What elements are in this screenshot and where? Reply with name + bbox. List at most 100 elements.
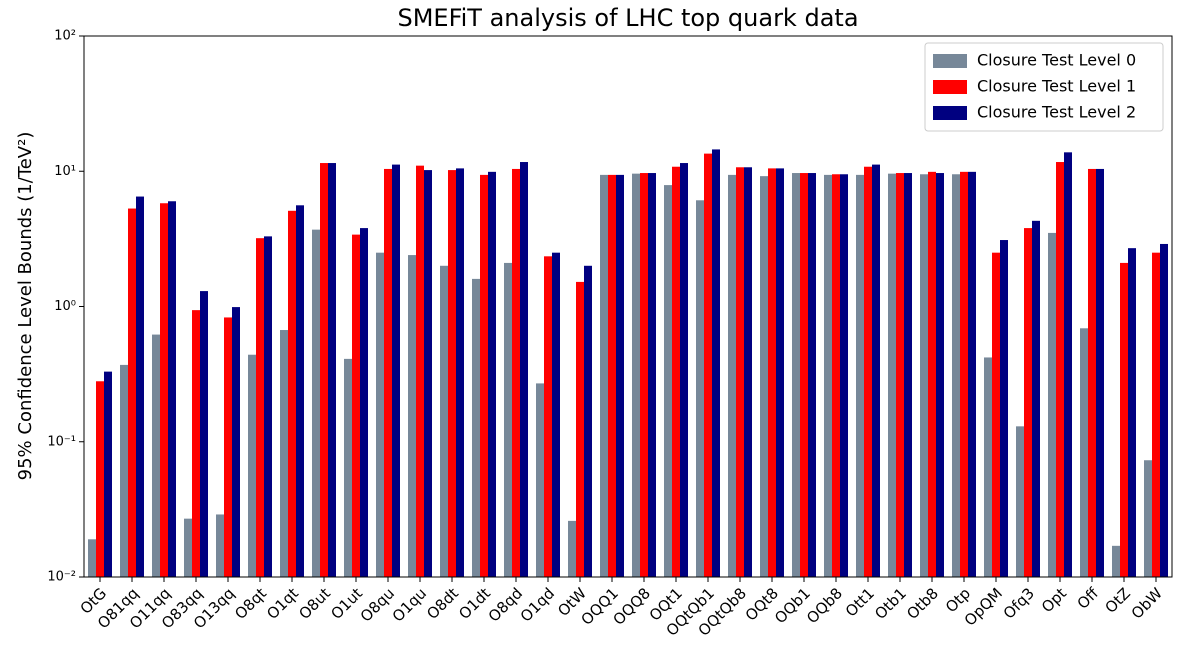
bar: [488, 171, 496, 578]
bar: [904, 173, 912, 577]
x-tick-label: O1qu: [389, 584, 430, 625]
bar: [480, 174, 488, 577]
bar: [152, 334, 160, 577]
bar: [248, 354, 256, 577]
bar: [312, 229, 320, 578]
bar: [664, 185, 672, 577]
bar: [736, 167, 744, 577]
bar: [640, 173, 648, 577]
x-tick-label: Ott1: [842, 584, 878, 620]
bar: [552, 252, 560, 577]
bar: [872, 164, 880, 577]
bar: [632, 173, 640, 577]
bar: [200, 291, 208, 577]
x-tick-label: Opt: [1038, 584, 1070, 616]
bar: [256, 238, 264, 577]
bar: [320, 163, 328, 577]
bar: [128, 208, 136, 577]
bar: [1080, 328, 1088, 577]
bar: [856, 174, 864, 577]
bar: [1000, 240, 1008, 577]
legend-box: [924, 42, 1164, 132]
bar: [896, 173, 904, 577]
bar: [232, 307, 240, 577]
x-tick-label: O1qd: [517, 584, 558, 625]
bar: [760, 176, 768, 577]
x-tick-label: OQb1: [771, 584, 814, 627]
x-tick-label: Off: [1074, 584, 1103, 613]
legend-swatch: [933, 54, 967, 68]
bar: [408, 255, 416, 578]
bar: [120, 364, 128, 577]
bar: [376, 252, 384, 577]
bar: [344, 358, 352, 577]
x-tick-label: O8ut: [295, 584, 334, 623]
y-tick-label: 10⁻¹: [47, 434, 76, 449]
bar: [1112, 545, 1120, 577]
bar: [648, 173, 656, 577]
bar: [832, 174, 840, 577]
bar: [1056, 162, 1064, 577]
bar: [808, 173, 816, 577]
y-tick-label: 10⁻²: [47, 570, 76, 585]
bar: [296, 205, 304, 578]
bar: [424, 170, 432, 577]
bar: [448, 170, 456, 577]
bar: [1032, 220, 1040, 577]
bar: [1096, 168, 1104, 578]
bar: [1128, 248, 1136, 577]
bar: [824, 174, 832, 577]
bar: [960, 171, 968, 578]
bar: [536, 383, 544, 577]
bar: [696, 200, 704, 578]
x-tick-label: O8qu: [357, 584, 398, 625]
bar: [1088, 168, 1096, 578]
x-tick-label: Otb8: [903, 584, 942, 623]
legend-label: Closure Test Level 2: [977, 103, 1136, 122]
bar: [136, 196, 144, 577]
x-tick-label: O8qd: [485, 584, 526, 625]
x-tick-label: Ofq3: [1000, 584, 1038, 622]
bar: [1024, 228, 1032, 577]
bar: [184, 518, 192, 577]
bar: [840, 174, 848, 577]
bar: [952, 174, 960, 577]
bar: [744, 167, 752, 577]
bar: [568, 520, 576, 577]
bar: [672, 166, 680, 577]
bar: [712, 149, 720, 577]
legend-swatch: [933, 106, 967, 120]
bar: [768, 168, 776, 577]
bar: [456, 168, 464, 577]
bar: [800, 173, 808, 577]
bar: [264, 236, 272, 578]
bar: [288, 210, 296, 577]
bar: [544, 256, 552, 577]
x-tick-label: O8dt: [423, 584, 462, 623]
bar: [512, 168, 520, 578]
legend: Closure Test Level 0 Closure Test Level 1…: [924, 42, 1164, 132]
bar: [968, 171, 976, 578]
bar: [704, 153, 712, 577]
plot-frame: [83, 35, 1173, 578]
bar: [168, 201, 176, 577]
y-axis-label: 95% Confidence Level Bounds (1/TeV²): [15, 132, 36, 481]
bar: [360, 228, 368, 577]
bar: [1144, 460, 1152, 577]
bar: [1064, 152, 1072, 577]
x-tick-label: OQb8: [803, 584, 846, 627]
bar: [416, 165, 424, 577]
x-tick-label: O8qt: [231, 584, 270, 623]
bar: [328, 163, 336, 577]
bar: [392, 164, 400, 577]
bar: [616, 174, 624, 577]
bar: [1152, 252, 1160, 577]
bar: [920, 174, 928, 577]
bar: [728, 174, 736, 577]
bar: [992, 252, 1000, 577]
bar: [600, 174, 608, 577]
legend-label: Closure Test Level 0: [977, 51, 1136, 70]
bar: [584, 265, 592, 577]
bar: [1160, 243, 1168, 577]
